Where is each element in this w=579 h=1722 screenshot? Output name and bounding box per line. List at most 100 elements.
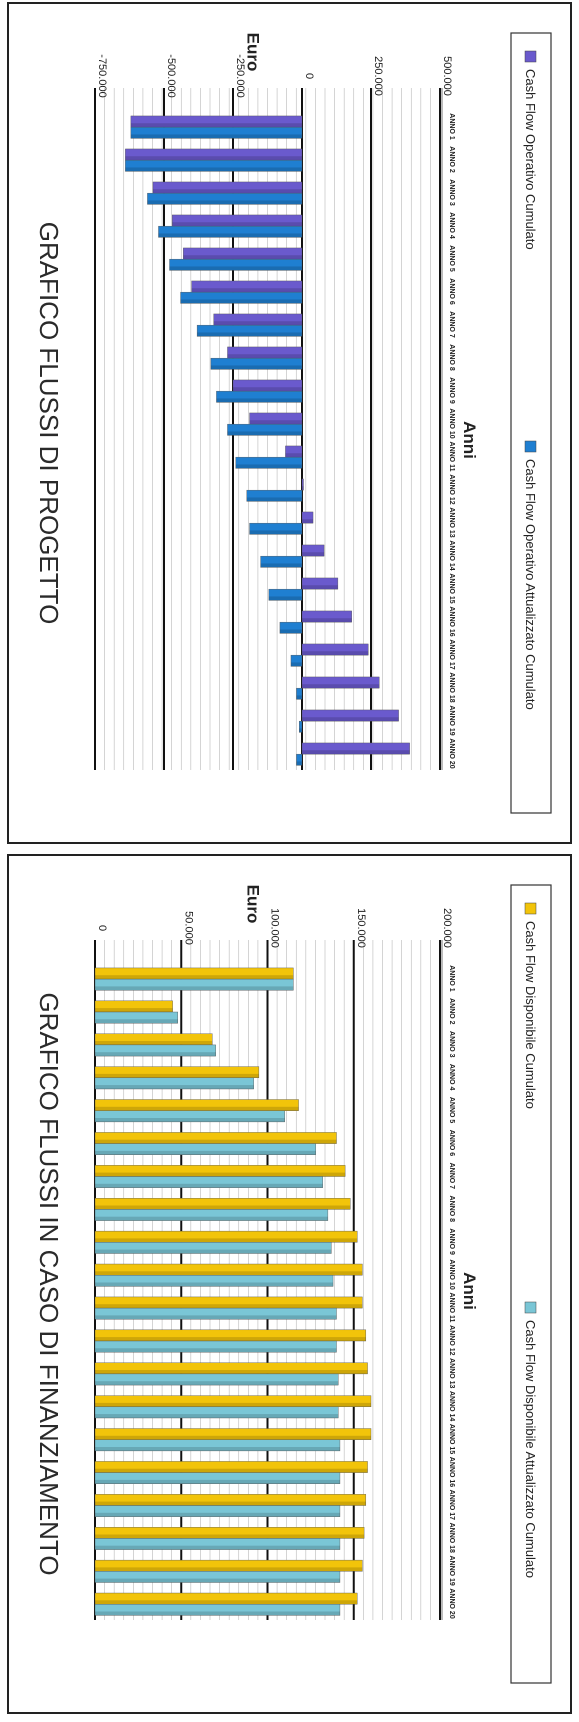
bar-shade — [169, 266, 302, 271]
y-tick-label: 200.000 — [441, 908, 453, 948]
x-tick-label: ANNO 3 — [448, 1031, 455, 1058]
bar[interactable] — [180, 291, 303, 304]
bar[interactable] — [147, 192, 303, 205]
bar[interactable] — [301, 742, 410, 755]
bar-shade — [95, 1040, 213, 1045]
bar-shade — [302, 717, 399, 722]
legend-swatch — [524, 440, 537, 453]
bar[interactable] — [94, 1176, 323, 1188]
bar[interactable] — [94, 1110, 285, 1123]
bar[interactable] — [279, 621, 303, 634]
bar-shade — [268, 596, 302, 601]
bar[interactable] — [235, 456, 303, 469]
bar[interactable] — [125, 159, 303, 172]
x-tick-label: ANNO 19 — [448, 1555, 455, 1585]
bar[interactable] — [210, 357, 303, 370]
bar[interactable] — [94, 1209, 329, 1221]
bar[interactable] — [301, 676, 380, 689]
bar[interactable] — [301, 643, 369, 656]
bar[interactable] — [227, 423, 303, 436]
x-tick-label: ANNO 2 — [448, 998, 455, 1025]
legend-label: Cash Flow Disponibile Attualizzato Cumul… — [523, 1320, 538, 1578]
bar-shade — [180, 299, 302, 304]
bar[interactable] — [301, 709, 399, 722]
bar-shade — [172, 222, 302, 227]
x-tick-label: ANNO 15 — [448, 573, 455, 603]
bar[interactable] — [301, 577, 339, 590]
bar-shade — [95, 1139, 337, 1144]
bar[interactable] — [94, 1505, 341, 1517]
bar[interactable] — [94, 1373, 339, 1386]
bar-shade — [95, 1008, 173, 1013]
bar[interactable] — [130, 126, 303, 139]
bar[interactable] — [94, 1275, 334, 1287]
bar-shade — [95, 1446, 340, 1451]
bar[interactable] — [94, 1077, 254, 1090]
bar[interactable] — [94, 1571, 341, 1583]
bar-shade — [95, 975, 294, 980]
bar[interactable] — [94, 1439, 341, 1452]
bar[interactable] — [94, 1340, 337, 1353]
legend-label: Cash Flow Operativo Attualizzato Cumulat… — [523, 459, 538, 710]
x-tick-label: ANNO 4 — [448, 212, 455, 239]
bar[interactable] — [158, 225, 303, 238]
x-tick-label: ANNO 20 — [448, 738, 455, 768]
x-tick-label: ANNO 5 — [448, 245, 455, 272]
bar[interactable] — [94, 1307, 337, 1320]
bar-shade — [95, 1402, 371, 1407]
x-tick-label: ANNO 3 — [448, 179, 455, 206]
x-tick-label: ANNO 4 — [448, 1064, 455, 1091]
bar[interactable] — [268, 588, 303, 601]
x-tick-label: ANNO 14 — [448, 1391, 455, 1421]
bar[interactable] — [290, 654, 303, 667]
bar-shade — [302, 651, 369, 656]
bar[interactable] — [301, 511, 314, 524]
x-tick-label: ANNO 12 — [448, 1325, 455, 1355]
bar-shade — [95, 1414, 339, 1418]
bar[interactable] — [246, 489, 303, 502]
bar[interactable] — [260, 555, 303, 568]
bar-shade — [213, 321, 302, 326]
x-tick-label: ANNO 7 — [448, 311, 455, 338]
bar[interactable] — [216, 390, 303, 403]
bar[interactable] — [94, 1143, 317, 1155]
bar-shade — [235, 464, 302, 469]
x-tick-label: ANNO 11 — [448, 1292, 455, 1322]
bar-shade — [95, 986, 294, 991]
bar-shade — [95, 1578, 340, 1583]
bar-shade — [95, 1369, 368, 1374]
bar[interactable] — [94, 1044, 216, 1057]
chart-title: GRAFICO FLUSSI DI PROGETTO — [34, 222, 64, 625]
bar-shade — [158, 233, 302, 238]
bar-shade — [95, 1567, 363, 1572]
bar[interactable] — [249, 522, 303, 535]
bar-shade — [249, 530, 302, 535]
bar[interactable] — [301, 610, 352, 623]
bar[interactable] — [94, 1604, 341, 1616]
bar-shade — [290, 662, 302, 667]
bar[interactable] — [94, 1538, 341, 1550]
bar-shade — [95, 1304, 363, 1309]
legend-label: Cash Flow Disponibile Cumulato — [523, 921, 538, 1109]
bar[interactable] — [301, 544, 325, 557]
bar-shade — [95, 1435, 371, 1440]
bar[interactable] — [196, 324, 303, 337]
bar[interactable] — [94, 1406, 339, 1419]
bar[interactable] — [169, 258, 303, 271]
bar[interactable] — [94, 1472, 341, 1484]
bar-shade — [299, 728, 302, 733]
bar[interactable] — [296, 687, 303, 700]
y-tick-label: 500.000 — [441, 56, 453, 96]
legend-swatch — [524, 902, 537, 915]
bar-shade — [95, 1052, 216, 1057]
bar[interactable] — [296, 753, 303, 766]
bar[interactable] — [299, 720, 303, 733]
x-tick-label: ANNO 16 — [448, 1457, 455, 1487]
bar[interactable] — [94, 978, 294, 991]
bar-shade — [95, 1600, 358, 1605]
y-tick-label: 100.000 — [269, 908, 281, 948]
bar[interactable] — [301, 478, 304, 491]
bar[interactable] — [94, 1011, 179, 1024]
bar[interactable] — [94, 1242, 332, 1254]
